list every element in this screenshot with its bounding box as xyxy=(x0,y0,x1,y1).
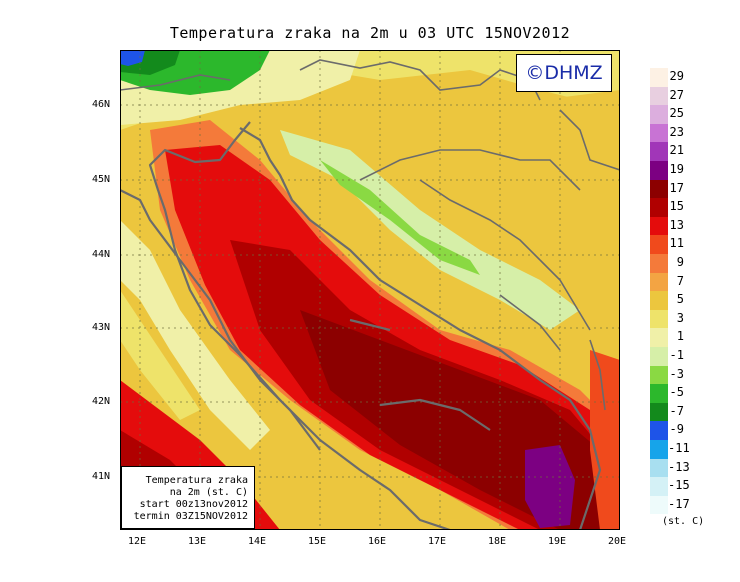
lat-label: 46N xyxy=(92,99,111,110)
legend-swatch xyxy=(650,105,668,124)
field-italy-pale xyxy=(120,220,270,450)
coastlines xyxy=(119,121,602,532)
legend-label: 25 xyxy=(669,106,684,121)
lat-label: 42N xyxy=(92,396,111,407)
legend-swatch xyxy=(650,123,668,143)
legend-swatch xyxy=(650,402,668,422)
legend-swatch xyxy=(650,68,668,87)
lon-label: 19E xyxy=(548,536,567,547)
run-info-line-3: start 00z13nov2012 xyxy=(139,499,248,510)
legend-swatch xyxy=(650,384,668,403)
legend-label: 19 xyxy=(669,162,684,176)
legend-swatch xyxy=(650,272,668,292)
legend-label: 21 xyxy=(669,143,684,158)
legend-label: 29 xyxy=(669,69,684,83)
lon-label: 13E xyxy=(188,536,207,547)
lat-label: 45N xyxy=(92,174,111,185)
lon-label: 20E xyxy=(608,536,627,547)
legend-swatch xyxy=(650,86,668,106)
legend-label: 1 xyxy=(676,329,684,344)
legend-swatch xyxy=(650,347,668,366)
lat-label: 41N xyxy=(92,471,111,482)
legend-swatch xyxy=(650,161,668,180)
lon-label: 18E xyxy=(488,536,507,547)
legend-label: 11 xyxy=(669,236,684,251)
legend-swatch xyxy=(650,216,668,236)
map-title: Temperatura zraka na 2m u 03 UTC 15NOV20… xyxy=(169,24,571,42)
legend-swatch xyxy=(650,495,668,515)
field-east-orange xyxy=(590,350,620,530)
lat-label: 43N xyxy=(92,322,111,333)
legend-label: -11 xyxy=(668,441,690,455)
borders xyxy=(119,59,621,411)
legend-label: 23 xyxy=(669,124,684,139)
lon-label: 16E xyxy=(368,536,387,547)
map-frame xyxy=(120,50,620,530)
legend-swatch xyxy=(650,291,668,310)
legend-label: 7 xyxy=(676,273,684,288)
legend-label: 3 xyxy=(676,310,684,325)
graticule xyxy=(120,50,620,530)
legend-swatch xyxy=(650,254,668,273)
legend-label: 15 xyxy=(669,199,684,214)
legend-swatch xyxy=(650,179,668,199)
field-italy-yellow xyxy=(120,290,200,420)
legend-label: 5 xyxy=(676,292,684,307)
legend-swatch xyxy=(650,421,668,440)
legend-label: -3 xyxy=(669,366,684,381)
legend-swatch xyxy=(650,198,668,217)
legend-swatch xyxy=(650,458,668,478)
map-canvas xyxy=(119,50,621,532)
lon-label: 17E xyxy=(428,536,447,547)
lon-label: 14E xyxy=(248,536,267,547)
color-legend: (st. C) 29 27 25 23 21 19 17 15 13 11 9 7 5 3 1 -1 -3 -5 -… xyxy=(650,68,740,538)
legend-label: 13 xyxy=(669,217,684,232)
run-info-line-2: na 2m (st. C) xyxy=(169,487,248,498)
run-info-line-4: termin 03Z15NOV2012 xyxy=(133,511,248,522)
lon-label: 12E xyxy=(128,536,147,547)
legend-label: -13 xyxy=(668,459,690,474)
legend-label: -1 xyxy=(669,348,684,362)
lat-label: 44N xyxy=(92,249,111,260)
dhmz-credit: ©DHMZ xyxy=(516,54,612,92)
legend-swatch xyxy=(650,142,668,161)
field-alps-blue xyxy=(120,50,145,66)
legend-swatch xyxy=(650,477,668,496)
legend-swatch xyxy=(650,328,668,347)
temperature-map xyxy=(119,50,621,532)
legend-swatch xyxy=(650,365,668,385)
legend-label: 27 xyxy=(669,87,684,102)
legend-swatch xyxy=(650,235,668,254)
run-info-line-1: Temperatura zraka xyxy=(145,475,248,486)
legend-label: -5 xyxy=(669,385,684,400)
legend-label: -9 xyxy=(669,422,684,437)
legend-unit: (st. C) xyxy=(662,516,705,527)
legend-label: -17 xyxy=(668,496,690,511)
legend-label: -7 xyxy=(669,403,684,418)
legend-swatch xyxy=(650,309,668,329)
lon-label: 15E xyxy=(308,536,327,547)
field-dinaric-green xyxy=(320,160,480,275)
legend-swatch xyxy=(650,440,668,459)
run-info-box: Temperatura zraka na 2m (st. C) start 00… xyxy=(121,466,255,529)
legend-label: 17 xyxy=(669,180,684,195)
field-purple-spot xyxy=(525,445,575,528)
legend-label: -15 xyxy=(668,478,690,493)
legend-label: 9 xyxy=(676,255,684,269)
